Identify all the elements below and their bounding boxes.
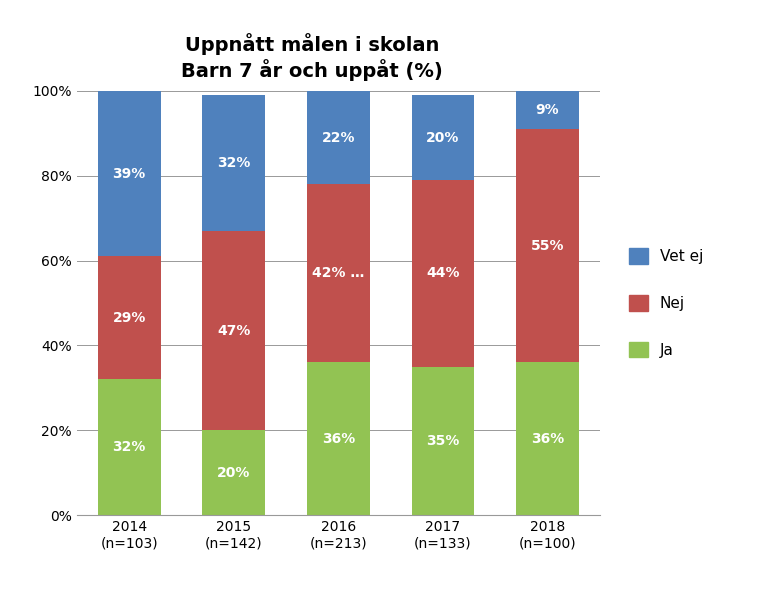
Text: 55%: 55% [531, 239, 564, 253]
Bar [307, 184, 370, 362]
Bar [202, 95, 265, 231]
Bar [411, 180, 474, 367]
Text: 32%: 32% [217, 156, 251, 170]
Bar [516, 91, 579, 129]
Text: 47%: 47% [217, 324, 251, 338]
Text: 20%: 20% [426, 130, 460, 145]
Text: 36%: 36% [531, 431, 564, 446]
Text: 32%: 32% [112, 440, 146, 454]
Legend: Vet ej, Nej, Ja: Vet ej, Nej, Ja [623, 242, 709, 364]
Title: Uppnått målen i skolan
Barn 7 år och uppåt (%): Uppnått målen i skolan Barn 7 år och upp… [181, 33, 443, 81]
Bar [411, 367, 474, 515]
Text: 9%: 9% [536, 103, 559, 117]
Bar [307, 362, 370, 515]
Text: 35%: 35% [426, 434, 460, 448]
Text: 29%: 29% [112, 311, 146, 325]
Bar [98, 91, 161, 256]
Text: 22%: 22% [321, 130, 355, 145]
Bar [307, 91, 370, 184]
Bar [516, 362, 579, 515]
Text: 44%: 44% [426, 266, 460, 281]
Bar [411, 95, 474, 180]
Bar [202, 231, 265, 430]
Text: 20%: 20% [217, 465, 251, 480]
Text: 39%: 39% [112, 167, 146, 181]
Bar [202, 430, 265, 515]
Bar [98, 379, 161, 515]
Bar [516, 129, 579, 362]
Bar [98, 256, 161, 379]
Text: 42% …: 42% … [312, 266, 365, 281]
Text: 36%: 36% [321, 431, 355, 446]
